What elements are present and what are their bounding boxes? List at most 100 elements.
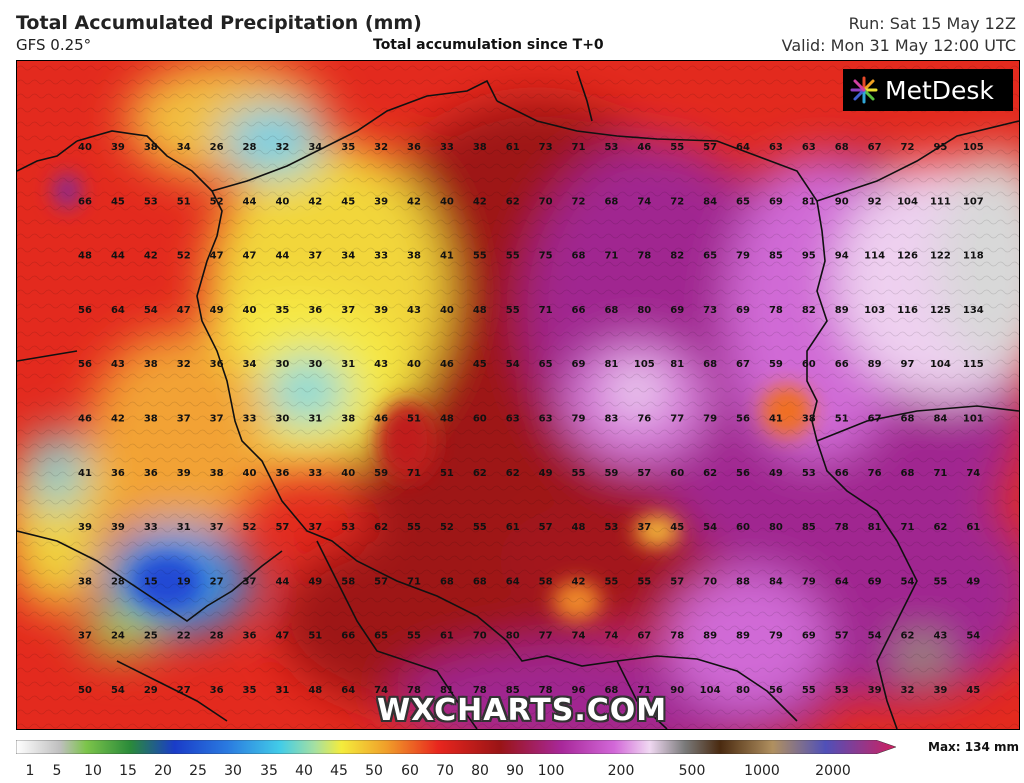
- grid-value: 28: [210, 631, 224, 642]
- grid-value: 35: [243, 685, 257, 696]
- grid-value: 74: [374, 685, 388, 696]
- grid-value: 78: [407, 685, 421, 696]
- grid-value: 57: [374, 576, 388, 587]
- precipitation-map[interactable]: 40 39 38 34 26 28 32 34 35 32 36 33 38 61 73 71 53 46 55 57…: [16, 60, 1020, 730]
- grid-value: 37: [78, 631, 92, 642]
- grid-value: 71: [407, 576, 421, 587]
- grid-value: 125: [930, 305, 951, 316]
- legend-tick: 70: [436, 763, 454, 779]
- legend-tick: 60: [401, 763, 419, 779]
- grid-value: 69: [802, 631, 816, 642]
- legend-tick: 50: [365, 763, 383, 779]
- metdesk-icon: [850, 76, 878, 104]
- grid-value: 68: [901, 414, 915, 425]
- grid-value: 29: [144, 685, 158, 696]
- grid-value: 38: [144, 142, 158, 153]
- grid-value: 77: [539, 631, 553, 642]
- grid-value: 62: [933, 522, 947, 533]
- grid-value: 89: [703, 631, 717, 642]
- grid-value: 47: [210, 251, 224, 262]
- grid-value: 71: [539, 305, 553, 316]
- grid-value: 40: [243, 468, 257, 479]
- grid-value: 48: [308, 685, 322, 696]
- country-borders: [17, 70, 1019, 729]
- grid-value: 89: [736, 631, 750, 642]
- legend-tick: 5: [52, 763, 62, 779]
- grid-value: 68: [901, 468, 915, 479]
- grid-value: 38: [144, 414, 158, 425]
- grid-value: 107: [963, 196, 984, 207]
- grid-value: 34: [177, 142, 191, 153]
- grid-value: 44: [275, 251, 289, 262]
- map-canvas: 40 39 38 34 26 28 32 34 35 32 36 33 38 61 73 71 53 46 55 57…: [17, 61, 1019, 729]
- grid-value: 38: [341, 414, 355, 425]
- grid-value: 80: [506, 631, 520, 642]
- grid-value: 58: [341, 576, 355, 587]
- grid-value: 38: [210, 468, 224, 479]
- grid-value: 62: [374, 522, 388, 533]
- grid-value: 69: [769, 196, 783, 207]
- grid-value: 38: [407, 251, 421, 262]
- grid-value: 60: [670, 468, 684, 479]
- grid-value: 31: [341, 359, 355, 370]
- grid-value: 80: [769, 522, 783, 533]
- grid-value: 74: [637, 196, 651, 207]
- grid-value: 69: [868, 576, 882, 587]
- grid-value: 55: [933, 576, 947, 587]
- grid-value: 52: [243, 522, 257, 533]
- grid-value: 57: [670, 576, 684, 587]
- grid-value: 60: [802, 359, 816, 370]
- grid-value: 46: [374, 414, 388, 425]
- grid-value: 48: [440, 414, 454, 425]
- grid-value: 63: [769, 142, 783, 153]
- grid-value: 51: [308, 631, 322, 642]
- grid-value: 43: [374, 359, 388, 370]
- grid-value: 45: [111, 196, 125, 207]
- grid-value: 15: [144, 576, 158, 587]
- grid-value: 45: [341, 196, 355, 207]
- grid-value: 92: [868, 196, 882, 207]
- grid-value: 52: [440, 522, 454, 533]
- grid-value: 63: [506, 414, 520, 425]
- grid-value: 37: [308, 522, 322, 533]
- grid-value: 79: [802, 576, 816, 587]
- grid-value: 81: [440, 685, 454, 696]
- grid-value: 78: [539, 685, 553, 696]
- grid-value: 66: [572, 305, 586, 316]
- grid-value: 24: [111, 631, 125, 642]
- grid-value: 81: [604, 359, 618, 370]
- grid-value: 85: [769, 251, 783, 262]
- grid-value: 79: [769, 631, 783, 642]
- grid-value: 27: [177, 685, 191, 696]
- grid-value: 54: [868, 631, 882, 642]
- grid-value: 36: [144, 468, 158, 479]
- grid-value: 63: [539, 414, 553, 425]
- grid-value: 60: [473, 414, 487, 425]
- grid-value: 40: [78, 142, 92, 153]
- grid-value: 55: [572, 468, 586, 479]
- legend-tick: 100: [537, 763, 565, 779]
- grid-value: 61: [966, 522, 980, 533]
- grid-value: 70: [539, 196, 553, 207]
- grid-value: 33: [308, 468, 322, 479]
- grid-value: 36: [210, 359, 224, 370]
- grid-value: 32: [177, 359, 191, 370]
- grid-value: 44: [275, 576, 289, 587]
- grid-value: 104: [700, 685, 721, 696]
- legend-colorbar: [16, 740, 896, 754]
- grid-value: 82: [670, 251, 684, 262]
- legend-tick: 35: [260, 763, 278, 779]
- legend-tick: 15: [119, 763, 137, 779]
- grid-value: 56: [78, 305, 92, 316]
- grid-value: 80: [637, 305, 651, 316]
- grid-value: 40: [440, 305, 454, 316]
- grid-value: 72: [670, 196, 684, 207]
- grid-value: 76: [637, 414, 651, 425]
- valid-time: Valid: Mon 31 May 12:00 UTC: [781, 36, 1016, 55]
- grid-value: 74: [966, 468, 980, 479]
- grid-value: 64: [506, 576, 520, 587]
- grid-value: 54: [901, 576, 915, 587]
- grid-value: 42: [111, 414, 125, 425]
- grid-value: 45: [670, 522, 684, 533]
- grid-value: 72: [572, 196, 586, 207]
